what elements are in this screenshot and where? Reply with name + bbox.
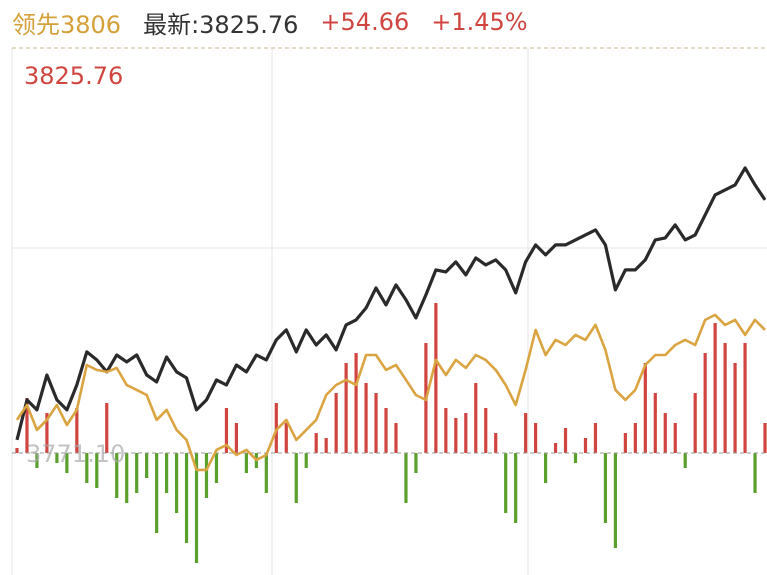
volume-bar <box>284 423 288 453</box>
volume-bar <box>663 413 667 453</box>
volume-bar <box>464 413 468 453</box>
volume-bar <box>344 363 348 453</box>
volume-bar <box>334 393 338 453</box>
volume-bar <box>743 343 747 453</box>
volume-bar <box>723 343 727 453</box>
volume-bar <box>673 423 677 453</box>
volume-bar <box>145 453 149 478</box>
leading-value: 领先3806 <box>12 10 122 39</box>
volume-bar <box>524 413 528 453</box>
volume-bar <box>244 453 248 473</box>
volume-bar <box>753 453 757 493</box>
volume-bar <box>125 453 129 503</box>
volume-bar <box>264 453 268 493</box>
volume-bar <box>613 453 617 548</box>
volume-bar <box>713 323 717 453</box>
volume-bar <box>314 433 318 453</box>
volume-bar <box>65 453 69 473</box>
volume-bar <box>623 433 627 453</box>
volume-bar <box>25 398 29 453</box>
price-line <box>15 313 766 472</box>
volume-bar <box>633 423 637 453</box>
volume-bar <box>174 453 179 513</box>
volume-bar <box>155 453 159 533</box>
volume-bar <box>733 363 737 453</box>
volume-bar <box>204 453 209 498</box>
volume-bar <box>484 408 488 453</box>
volume-bar <box>553 443 558 453</box>
volume-bar <box>324 438 328 453</box>
price-change: +54.66 <box>320 8 410 36</box>
volume-bar <box>274 403 278 453</box>
volume-bar <box>224 408 229 453</box>
volume-bar <box>414 453 418 473</box>
volume-bar <box>653 393 657 453</box>
volume-bar <box>494 433 498 453</box>
volume-bar <box>693 393 697 453</box>
percent-change: +1.45% <box>431 8 528 36</box>
volume-bar <box>165 453 169 493</box>
volume-bar <box>374 393 378 453</box>
header: 领先3806 最新:3825.76 +54.66 +1.45% <box>12 6 528 39</box>
volume-bar <box>563 428 568 453</box>
volume-bar <box>703 353 707 453</box>
volume-bar <box>434 303 438 453</box>
volume-bar <box>404 453 408 503</box>
volume-bar <box>85 453 89 483</box>
volume-bar <box>603 453 608 523</box>
volume-bar <box>504 453 508 513</box>
volume-bar <box>683 453 687 468</box>
volume-bar <box>454 418 458 453</box>
volume-bar <box>583 438 588 453</box>
volume-bar <box>763 423 767 453</box>
volume-bar <box>534 423 538 453</box>
volume-bar <box>15 448 19 453</box>
volume-bar <box>75 408 79 453</box>
y-tick-label: 3771.10 <box>26 440 125 468</box>
volume-bar <box>115 453 119 498</box>
volume-bar <box>304 453 308 468</box>
volume-bar <box>394 423 398 453</box>
volume-bar <box>384 408 388 453</box>
volume-bar <box>105 403 109 453</box>
price-line <box>15 166 767 441</box>
latest-price: 最新:3825.76 <box>143 10 299 39</box>
volume-bar <box>474 383 478 453</box>
volume-bar <box>573 453 578 463</box>
volume-bar <box>45 413 49 453</box>
volume-bar <box>214 453 219 483</box>
volume-bar <box>55 453 59 463</box>
y-tick-label: 3825.76 <box>24 62 123 90</box>
volume-bar <box>643 363 647 453</box>
volume-bar <box>35 453 39 468</box>
volume-bar <box>194 453 199 563</box>
volume-bar <box>184 453 189 543</box>
volume-bar <box>543 453 548 483</box>
volume-bar <box>444 408 448 453</box>
volume-bar <box>135 453 139 493</box>
volume-bar <box>593 423 598 453</box>
volume-bar <box>514 453 518 523</box>
volume-bar <box>364 383 368 453</box>
volume-bar <box>95 453 99 488</box>
volume-bar <box>234 423 239 453</box>
volume-bar <box>294 453 298 503</box>
volume-bar <box>354 353 358 453</box>
